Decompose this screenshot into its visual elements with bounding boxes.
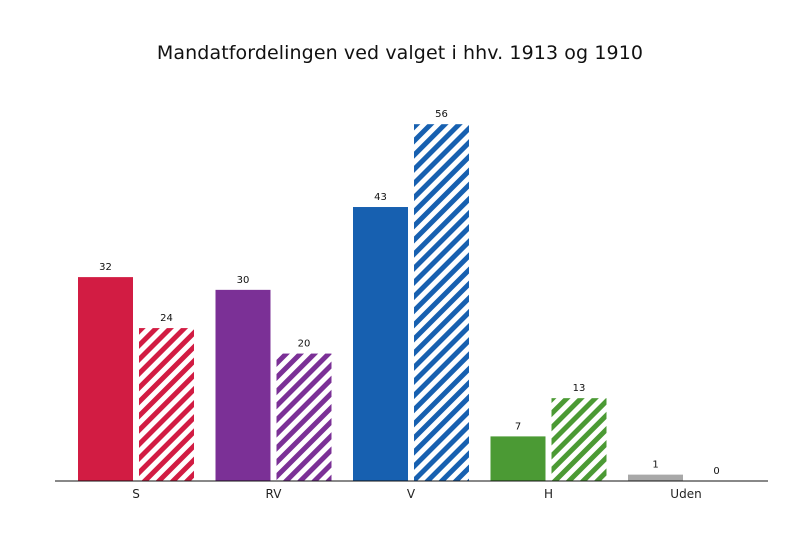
- bar-uden-series-1: [628, 474, 683, 481]
- bar-s-series-2: [139, 328, 194, 481]
- value-label-rv-series-1: 30: [237, 275, 250, 286]
- labels-layer: 32 24 S 30 20 RV 43 56 V 7 13 H 1 0 Uden: [99, 109, 720, 501]
- x-tick-label-uden: Uden: [670, 487, 701, 501]
- x-tick-label-h: H: [544, 487, 553, 501]
- x-tick-label-s: S: [132, 487, 140, 501]
- bar-rv-series-1: [215, 289, 271, 481]
- bar-v-series-2: [414, 124, 469, 481]
- value-label-rv-series-2: 20: [298, 339, 311, 350]
- bar-rv-series-2: [276, 353, 332, 481]
- bar-h-series-2: [551, 398, 607, 481]
- value-label-h-series-2: 13: [573, 383, 586, 394]
- value-label-v-series-2: 56: [435, 109, 448, 120]
- value-label-uden-series-2: 0: [713, 466, 719, 477]
- bar-s-series-1: [78, 277, 133, 481]
- value-label-s-series-1: 32: [99, 262, 112, 273]
- bar-h-series-1: [490, 436, 546, 481]
- x-tick-label-rv: RV: [266, 487, 283, 501]
- value-label-s-series-2: 24: [160, 313, 173, 324]
- value-label-v-series-1: 43: [374, 192, 387, 203]
- value-label-uden-series-1: 1: [652, 460, 658, 471]
- value-label-h-series-1: 7: [515, 421, 521, 432]
- bars-layer: [78, 124, 683, 481]
- x-tick-label-v: V: [407, 487, 416, 501]
- chart-title: Mandatfordelingen ved valget i hhv. 1913…: [156, 42, 644, 64]
- bar-v-series-1: [353, 207, 408, 481]
